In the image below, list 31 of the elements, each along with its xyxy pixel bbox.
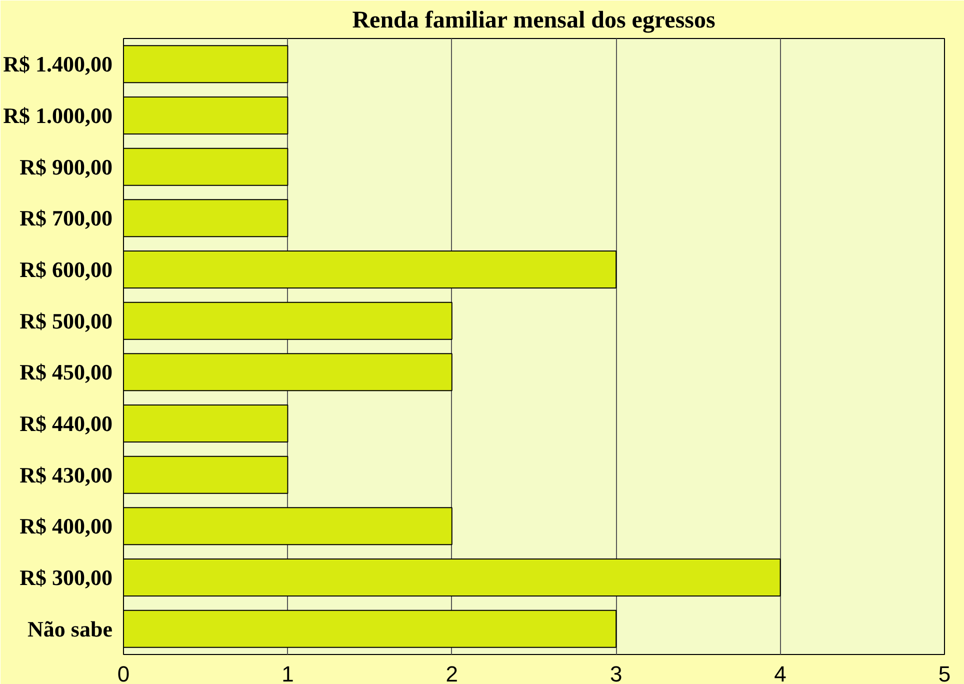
bar — [124, 558, 781, 596]
bar — [124, 148, 288, 186]
bar — [124, 404, 288, 442]
x-tick-label: 1 — [282, 662, 294, 684]
bar — [124, 507, 452, 546]
x-tick-label: 2 — [446, 662, 458, 684]
x-tick-label: 4 — [774, 662, 786, 684]
bar — [124, 45, 288, 84]
y-tick-label: R$ 440,00 — [20, 411, 113, 436]
bar — [124, 456, 288, 494]
x-tick-label: 0 — [117, 662, 130, 684]
y-tick-label: R$ 900,00 — [20, 154, 113, 180]
y-tick-label: R$ 430,00 — [20, 462, 113, 488]
y-tick-label: R$ 1.400,00 — [3, 52, 113, 77]
y-tick-label: R$ 300,00 — [20, 565, 113, 590]
bar — [124, 353, 452, 392]
y-tick-label: R$ 500,00 — [20, 308, 113, 334]
y-tick-label: R$ 450,00 — [20, 360, 113, 385]
y-tick-label: R$ 700,00 — [20, 206, 113, 231]
chart-title: Renda familiar mensal dos egressos — [352, 8, 716, 34]
bar — [124, 250, 617, 288]
bar — [124, 302, 452, 340]
bar — [124, 199, 288, 238]
y-tick-label: R$ 1.000,00 — [3, 103, 113, 128]
x-tick-label: 3 — [610, 662, 622, 684]
x-tick-label: 5 — [938, 662, 951, 684]
y-tick-label: R$ 600,00 — [20, 257, 113, 282]
y-tick-label: Não sabe — [28, 616, 113, 642]
bar — [124, 610, 617, 648]
y-tick-label: R$ 400,00 — [20, 514, 113, 539]
bar — [124, 96, 288, 134]
